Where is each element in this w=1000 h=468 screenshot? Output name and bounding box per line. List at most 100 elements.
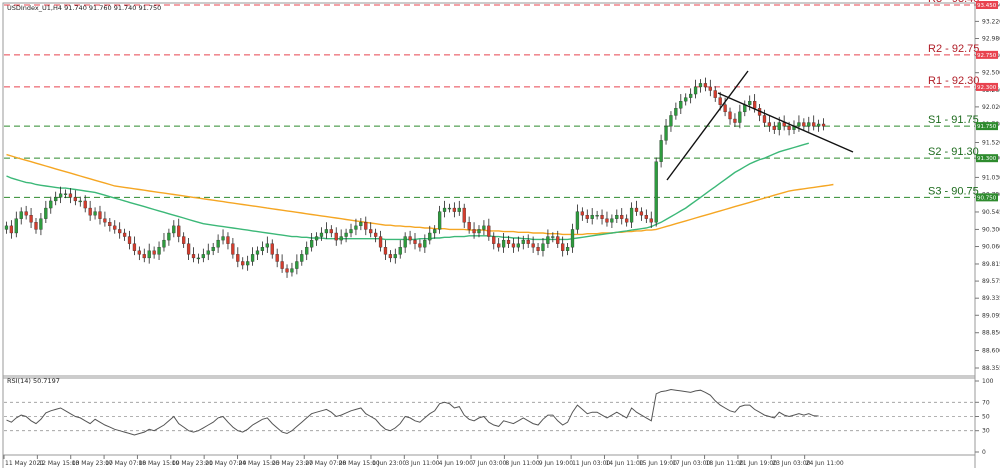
candle-body (260, 247, 265, 251)
candle-body (398, 247, 402, 255)
candle-body (300, 254, 304, 262)
candle-body (162, 239, 166, 248)
candle-body (472, 229, 476, 234)
candle-body (93, 211, 97, 216)
time-tick-label: 24 Jun 11:00 (806, 460, 844, 467)
price-tick-label: 88.600 (982, 348, 1000, 355)
candle-body (364, 222, 368, 230)
candle-body (536, 247, 540, 251)
candle-body (679, 101, 683, 109)
candle-body (108, 222, 112, 227)
price-tick-label: 93.220 (982, 18, 1000, 25)
candle-body (703, 83, 708, 88)
time-tick-label: 19 May 23:00 (172, 460, 213, 467)
candle-body (531, 243, 535, 248)
candle-body (250, 254, 255, 262)
candle-body (713, 90, 717, 98)
candle-body (236, 254, 240, 262)
time-tick-label: 17 Jun 03:00 (672, 460, 710, 467)
candle-body (812, 122, 816, 127)
candle-body (369, 229, 373, 234)
time-tick-label: 4 Jun 19:00 (439, 460, 473, 467)
candle-body (127, 236, 132, 244)
candle-body (167, 232, 171, 241)
candle-body (73, 197, 77, 202)
candle-body (329, 229, 333, 234)
level-label: R3 - 93.45 (928, 0, 979, 5)
candle-body (290, 268, 294, 273)
rsi-tick-label: 30 (982, 428, 990, 435)
time-tick-label: 25 May 23:00 (272, 460, 313, 467)
price-tick-label: 91.520 (982, 140, 1000, 147)
candle-body (418, 243, 422, 248)
candle-body (388, 254, 393, 259)
candle-body (610, 218, 614, 223)
price-tick-label: 90.300 (982, 226, 1000, 233)
candle-body (113, 225, 117, 230)
candle-body (802, 122, 806, 127)
candle-body (561, 243, 565, 251)
candle-body (246, 261, 250, 266)
time-tick-label: 7 Jun 03:00 (472, 460, 506, 467)
ma-slow-line (6, 153, 834, 236)
candle-body (275, 254, 279, 262)
candle-body (39, 218, 43, 230)
price-tick-label: 90.545 (982, 209, 1000, 216)
candle-body (403, 236, 407, 248)
support-resistance-levels: R3 - 93.45 R2 - 92.75 R1 - 92.30 S1 - 91.75… (4, 0, 979, 198)
time-tick-label: 9 Jun 19:00 (539, 460, 573, 467)
candle-body (506, 239, 511, 244)
candle-body (787, 125, 791, 130)
candle-body (605, 218, 609, 223)
price-tags: 93.450 92.750 92.300 91.750 91.300 90.750 (976, 1, 998, 202)
candle-body (334, 232, 338, 241)
time-tick-label: 11 May 2021 (5, 460, 44, 467)
rsi-tick-label: 100 (982, 378, 994, 385)
candle-body (83, 200, 87, 209)
candle-body (241, 261, 245, 266)
level-price-tag (976, 193, 998, 202)
rsi-label: RSI(14) 50.7197 (7, 377, 60, 385)
candle-body (285, 268, 289, 273)
price-tick-label: 89.815 (982, 261, 1000, 268)
level-price-tag-label: 93.450 (977, 3, 997, 9)
rsi-tick-label: 0 (982, 449, 986, 456)
candle-body (413, 239, 417, 244)
candle-body (68, 193, 73, 198)
candle-body (319, 232, 324, 237)
candle-body (182, 236, 186, 244)
candle-body (580, 211, 584, 216)
candle-body (54, 197, 58, 202)
time-tick-label: 13 May 23:00 (72, 460, 113, 467)
candle-body (492, 236, 496, 244)
candle-body (615, 215, 619, 219)
candle-body (501, 239, 506, 248)
candle-body (88, 207, 92, 216)
symbol-header: USDIndex_U1,H4 91.740 91.760 91.740 91.7… (7, 4, 161, 12)
candle-body (649, 218, 653, 223)
candle-body (58, 193, 63, 198)
candle-body (428, 232, 432, 241)
candle-body (122, 232, 127, 237)
time-tick-label: 17 May 07:00 (105, 460, 146, 467)
candle-body (339, 236, 343, 241)
candle-body (137, 250, 141, 255)
ma-fast-line (6, 142, 809, 241)
candle-body (462, 207, 466, 223)
level-label: R2 - 92.75 (928, 43, 979, 55)
candle-body (733, 118, 737, 123)
candle-body (314, 236, 319, 241)
candle-body (19, 211, 23, 219)
candle-body (118, 229, 122, 234)
rsi-line (6, 388, 819, 436)
time-tick-label: 1 Jun 23:00 (372, 460, 406, 467)
candle-body (186, 243, 191, 255)
level-label: S1 - 91.75 (928, 114, 979, 126)
candle-body (620, 215, 624, 219)
candle-body (777, 122, 781, 130)
candle-body (103, 218, 107, 223)
candle-body (4, 225, 9, 230)
candle-body (728, 111, 732, 120)
candle-body (201, 254, 205, 259)
